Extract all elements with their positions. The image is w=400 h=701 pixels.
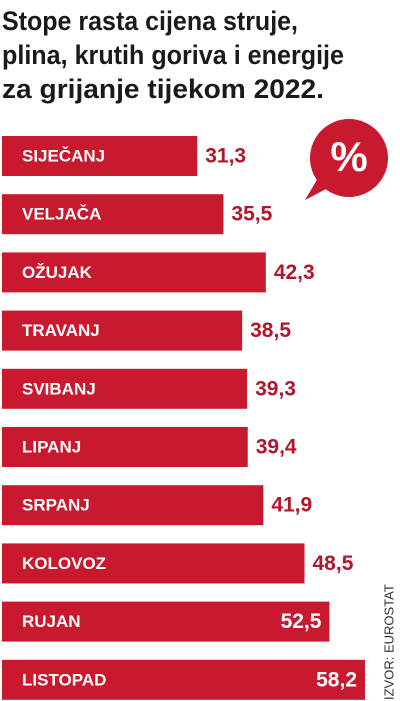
category-label: TRAVANJ [22, 321, 100, 340]
category-label: SIJEČANJ [22, 146, 105, 165]
badge-circle [310, 119, 388, 197]
value-label: 52,5 [281, 610, 322, 633]
bar [2, 136, 198, 176]
value-label: 39,3 [255, 377, 296, 400]
category-label: RUJAN [22, 612, 81, 631]
bar [2, 427, 248, 467]
category-label: VELJAČA [22, 205, 101, 224]
value-label: 41,9 [271, 494, 312, 517]
value-label: 48,5 [313, 552, 354, 575]
bar [2, 485, 264, 526]
badge: % [305, 119, 388, 200]
category-label: SVIBANJ [22, 379, 96, 398]
bar [2, 252, 266, 293]
value-label: 31,3 [205, 145, 246, 168]
bar [2, 368, 248, 409]
bar [2, 194, 224, 235]
value-label: 35,5 [231, 203, 272, 226]
chart-title: Stope rasta cijena struje, [2, 6, 298, 36]
value-label: 42,3 [274, 261, 315, 284]
bar [2, 601, 330, 642]
category-label: SRPANJ [22, 496, 90, 515]
chart-title: za grijanje tijekom 2022. [2, 74, 324, 104]
source: IZVOR: EUROSTAT [381, 584, 396, 700]
category-label: LISTOPAD [22, 670, 106, 689]
value-label: 38,5 [250, 319, 291, 342]
category-label: OŽUJAK [22, 263, 93, 282]
category-label: KOLOVOZ [22, 554, 106, 573]
value-label: 58,2 [316, 668, 357, 691]
bar [2, 310, 243, 351]
chart-title: plina, krutih goriva i energije [2, 40, 344, 70]
badge-label: % [330, 133, 367, 180]
category-label: LIPANJ [22, 437, 81, 456]
bar [2, 543, 305, 584]
value-label: 39,4 [256, 436, 297, 459]
bar [2, 659, 365, 700]
